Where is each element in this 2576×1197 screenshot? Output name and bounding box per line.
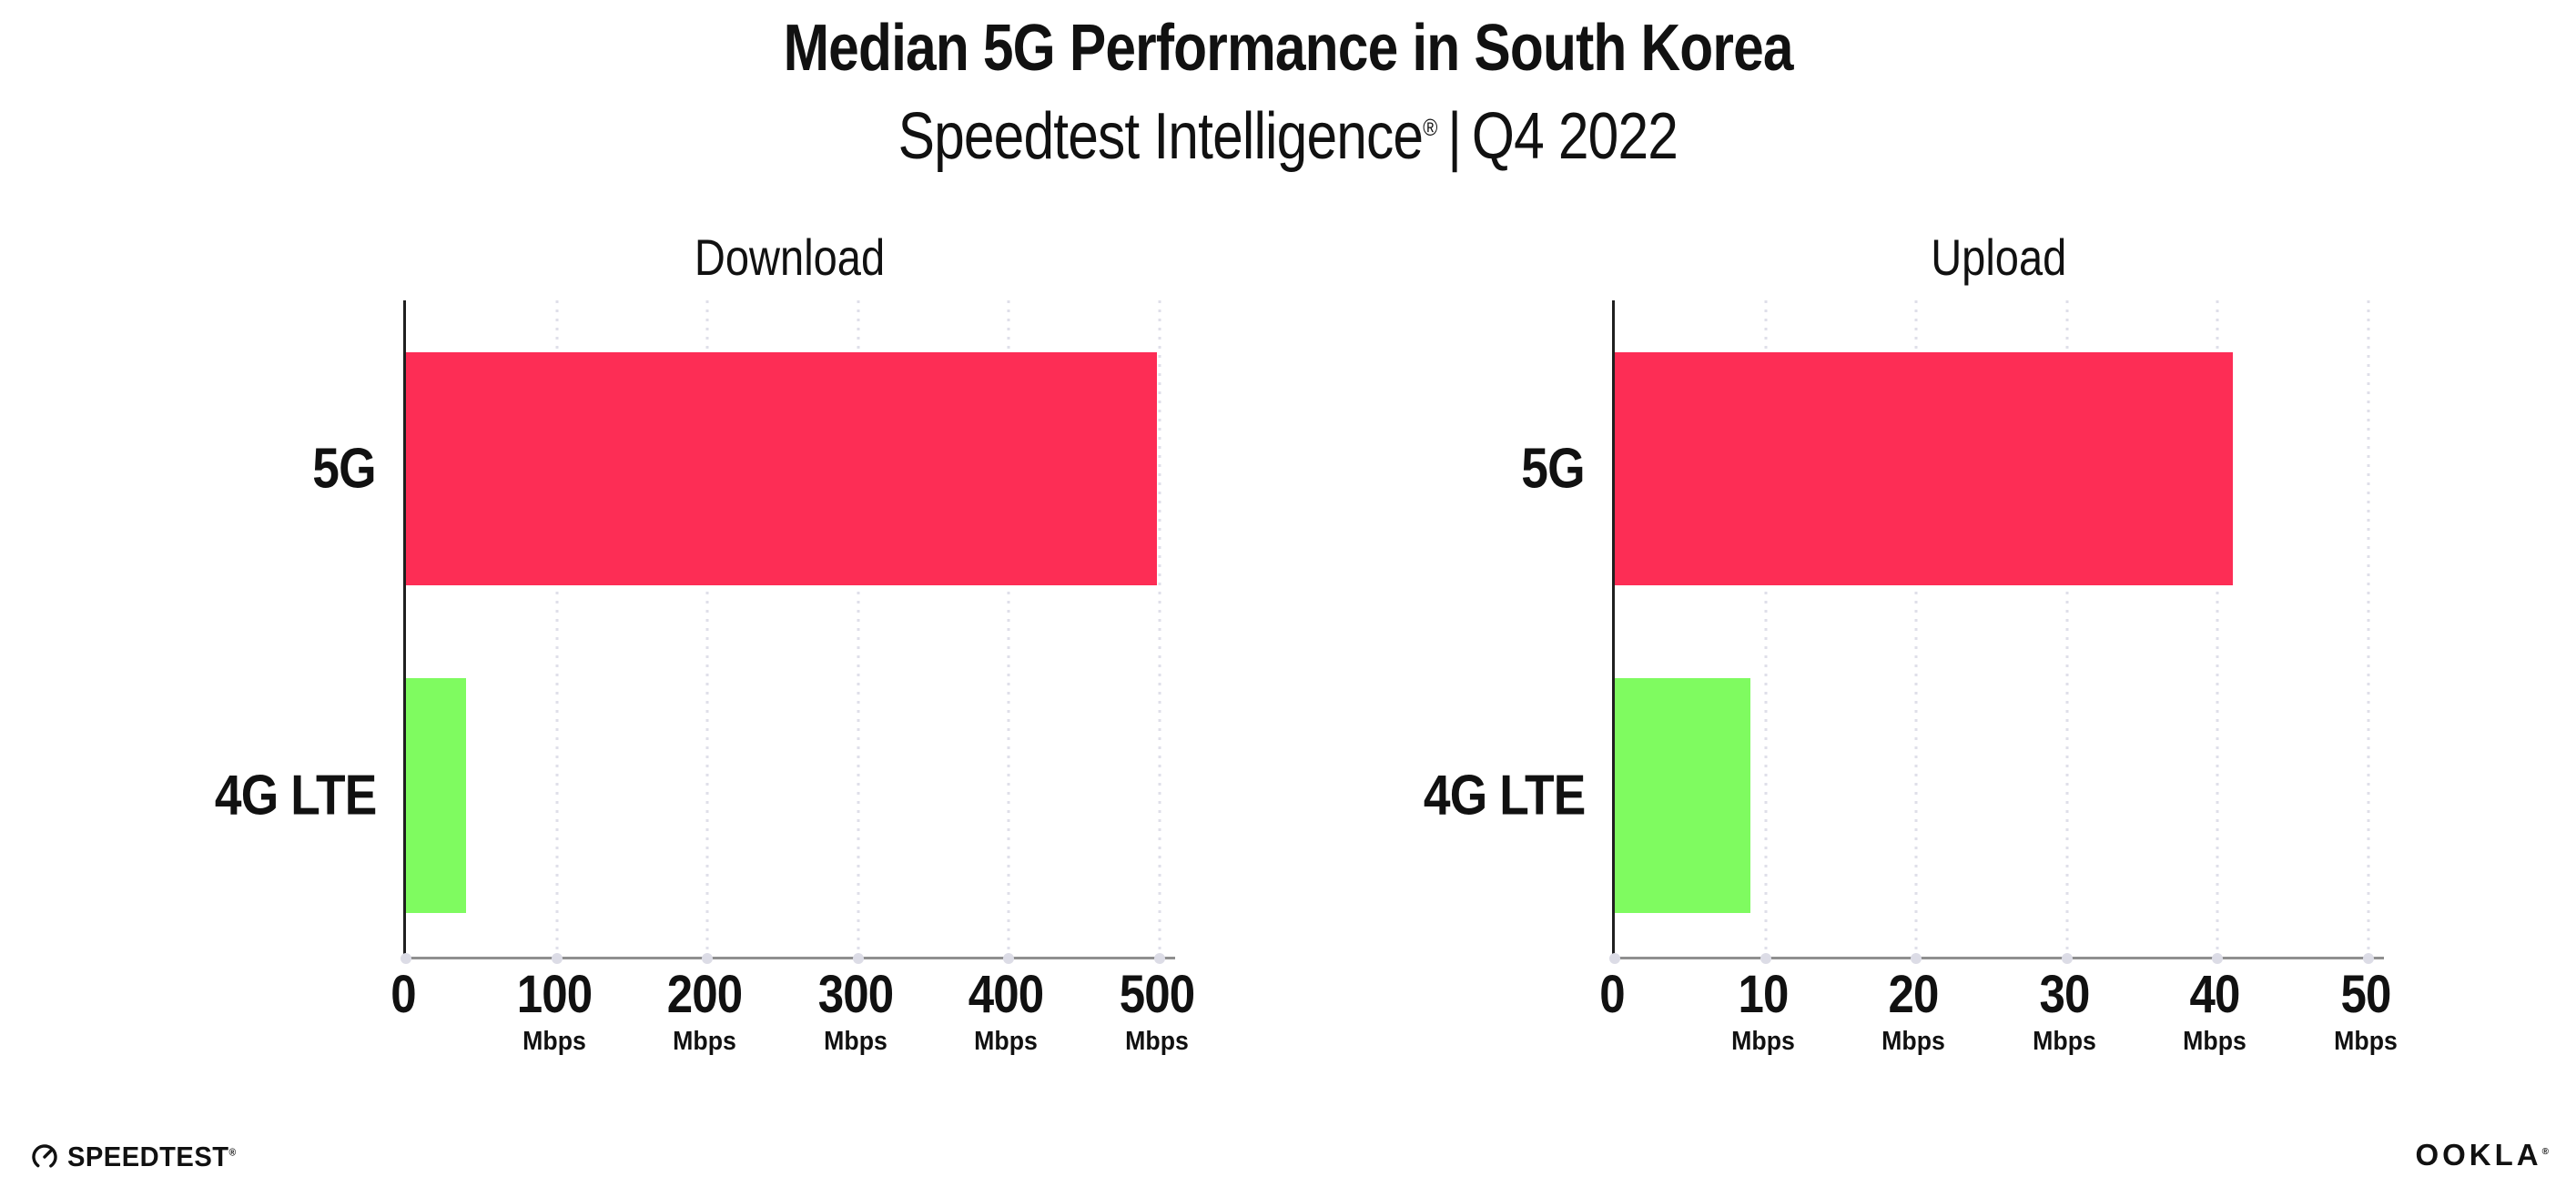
tick-unit: Mbps	[522, 1027, 586, 1056]
tick-value: 0	[1599, 965, 1625, 1024]
speedtest-gauge-icon	[32, 1144, 57, 1170]
axis-endpoint-dot-40	[2212, 953, 2224, 964]
gridline-30	[2065, 300, 2069, 958]
tick-unit: Mbps	[2334, 1027, 2398, 1056]
x-tick-50: 50 Mbps	[2331, 969, 2400, 1055]
tick-value: 0	[390, 965, 416, 1024]
ookla-logo-text: OOKLA	[2415, 1138, 2542, 1172]
page-subtitle: Speedtest Intelligence® | Q4 2022	[0, 95, 2576, 178]
tick-value: 50	[2340, 965, 2391, 1024]
axis-endpoint-dot-200	[702, 953, 714, 964]
subtitle-separator: |	[1447, 100, 1462, 173]
speedtest-logo: SPEEDTEST®	[30, 1141, 247, 1173]
axis-endpoint-dot-20	[1911, 953, 1922, 964]
ookla-trademark: ®	[2541, 1147, 2549, 1157]
gridline-20	[1914, 300, 1918, 958]
registered-mark: ®	[1423, 114, 1437, 141]
subtitle-period: Q4 2022	[1472, 100, 1678, 173]
x-axis-line	[403, 957, 1175, 959]
plot-area	[1609, 300, 2384, 964]
bar-4g-lte	[1615, 678, 1751, 913]
x-tick-500: 500 Mbps	[1114, 969, 1200, 1055]
tick-value: 300	[817, 965, 894, 1024]
chart-title: Upload	[1931, 228, 2067, 286]
tick-unit: Mbps	[2183, 1027, 2247, 1056]
category-labels: 5G 4G LTE	[168, 300, 389, 958]
x-tick-100: 100 Mbps	[512, 969, 597, 1055]
tick-unit: Mbps	[1125, 1027, 1189, 1056]
chart-title: Download	[695, 228, 886, 286]
x-axis-line	[1612, 957, 2384, 959]
speedtest-trademark: ®	[228, 1147, 237, 1159]
x-tick-300: 300 Mbps	[813, 969, 898, 1055]
x-tick-0: 0	[1597, 969, 1626, 1021]
tick-unit: Mbps	[1881, 1027, 1946, 1056]
gridline-100	[555, 300, 559, 958]
tick-value: 100	[516, 965, 592, 1024]
axis-endpoint-dot-0	[1609, 953, 1620, 964]
upload-chart: Upload 5G 4G LTE 0 10 Mbps 20 Mbps 30 Mbps 40 Mbp…	[1377, 118, 2397, 1111]
gridline-400	[1007, 300, 1010, 958]
axis-endpoint-dot-400	[1003, 953, 1015, 964]
x-tick-40: 40 Mbps	[2181, 969, 2250, 1055]
category-label-4g-lte: 4G LTE	[214, 764, 376, 827]
category-labels: 5G 4G LTE	[1377, 300, 1597, 958]
bar-5g	[1615, 352, 2233, 586]
tick-value: 400	[969, 965, 1044, 1024]
axis-endpoint-dot-30	[2061, 953, 2073, 964]
plot-area	[401, 300, 1175, 964]
category-label-5g: 5G	[1521, 437, 1586, 501]
gridline-500	[1158, 300, 1161, 958]
x-tick-20: 20 Mbps	[1879, 969, 1948, 1055]
tick-value: 500	[1119, 965, 1195, 1024]
x-tick-10: 10 Mbps	[1729, 969, 1798, 1055]
bar-4g-lte	[406, 678, 467, 913]
axis-endpoint-dot-300	[852, 953, 864, 964]
axis-endpoint-dot-50	[2363, 953, 2374, 964]
page-title-text: Median 5G Performance in South Korea	[783, 12, 1793, 85]
gridline-40	[2216, 300, 2219, 958]
category-label-4g-lte: 4G LTE	[1423, 764, 1585, 827]
ookla-logo: OOKLA®	[2415, 1138, 2549, 1172]
tick-unit: Mbps	[974, 1027, 1039, 1056]
subtitle-product: Speedtest Intelligence	[898, 100, 1425, 173]
axis-endpoint-dot-500	[1154, 953, 1165, 964]
gridline-10	[1764, 300, 1768, 958]
tick-unit: Mbps	[2032, 1027, 2096, 1056]
tick-unit: Mbps	[1730, 1027, 1795, 1056]
x-axis-ticks: 0 10 Mbps 20 Mbps 30 Mbps 40 Mbps 50 Mbps	[1599, 969, 2398, 1096]
speedtest-logo-text: SPEEDTEST®	[67, 1141, 237, 1172]
tick-value: 20	[1888, 965, 1940, 1024]
x-tick-0: 0	[389, 969, 417, 1021]
x-tick-200: 200 Mbps	[662, 969, 747, 1055]
gridline-300	[857, 300, 860, 958]
tick-value: 10	[1738, 965, 1789, 1024]
axis-endpoint-dot-0	[401, 953, 411, 964]
x-tick-30: 30 Mbps	[2030, 969, 2099, 1055]
gridline-50	[2367, 300, 2370, 958]
category-label-5g: 5G	[312, 437, 377, 501]
bar-5g	[406, 352, 1157, 586]
gridline-200	[705, 300, 709, 958]
axis-endpoint-dot-10	[1760, 953, 1771, 964]
page-subtitle-text: Speedtest Intelligence® | Q4 2022	[898, 95, 1678, 178]
x-axis-ticks: 0 100 Mbps 200 Mbps 300 Mbps 400 Mbps 500 Mbps	[390, 969, 1195, 1096]
tick-unit: Mbps	[673, 1027, 737, 1056]
page-title: Median 5G Performance in South Korea	[0, 11, 2576, 86]
tick-unit: Mbps	[823, 1027, 887, 1056]
tick-value: 40	[2189, 965, 2241, 1024]
x-tick-400: 400 Mbps	[964, 969, 1050, 1055]
axis-endpoint-dot-100	[551, 953, 563, 964]
download-chart: Download 5G 4G LTE 0 100 Mbps 200 Mbps 300 Mbps…	[168, 118, 1195, 1111]
tick-value: 200	[666, 965, 743, 1024]
tick-value: 30	[2039, 965, 2090, 1024]
